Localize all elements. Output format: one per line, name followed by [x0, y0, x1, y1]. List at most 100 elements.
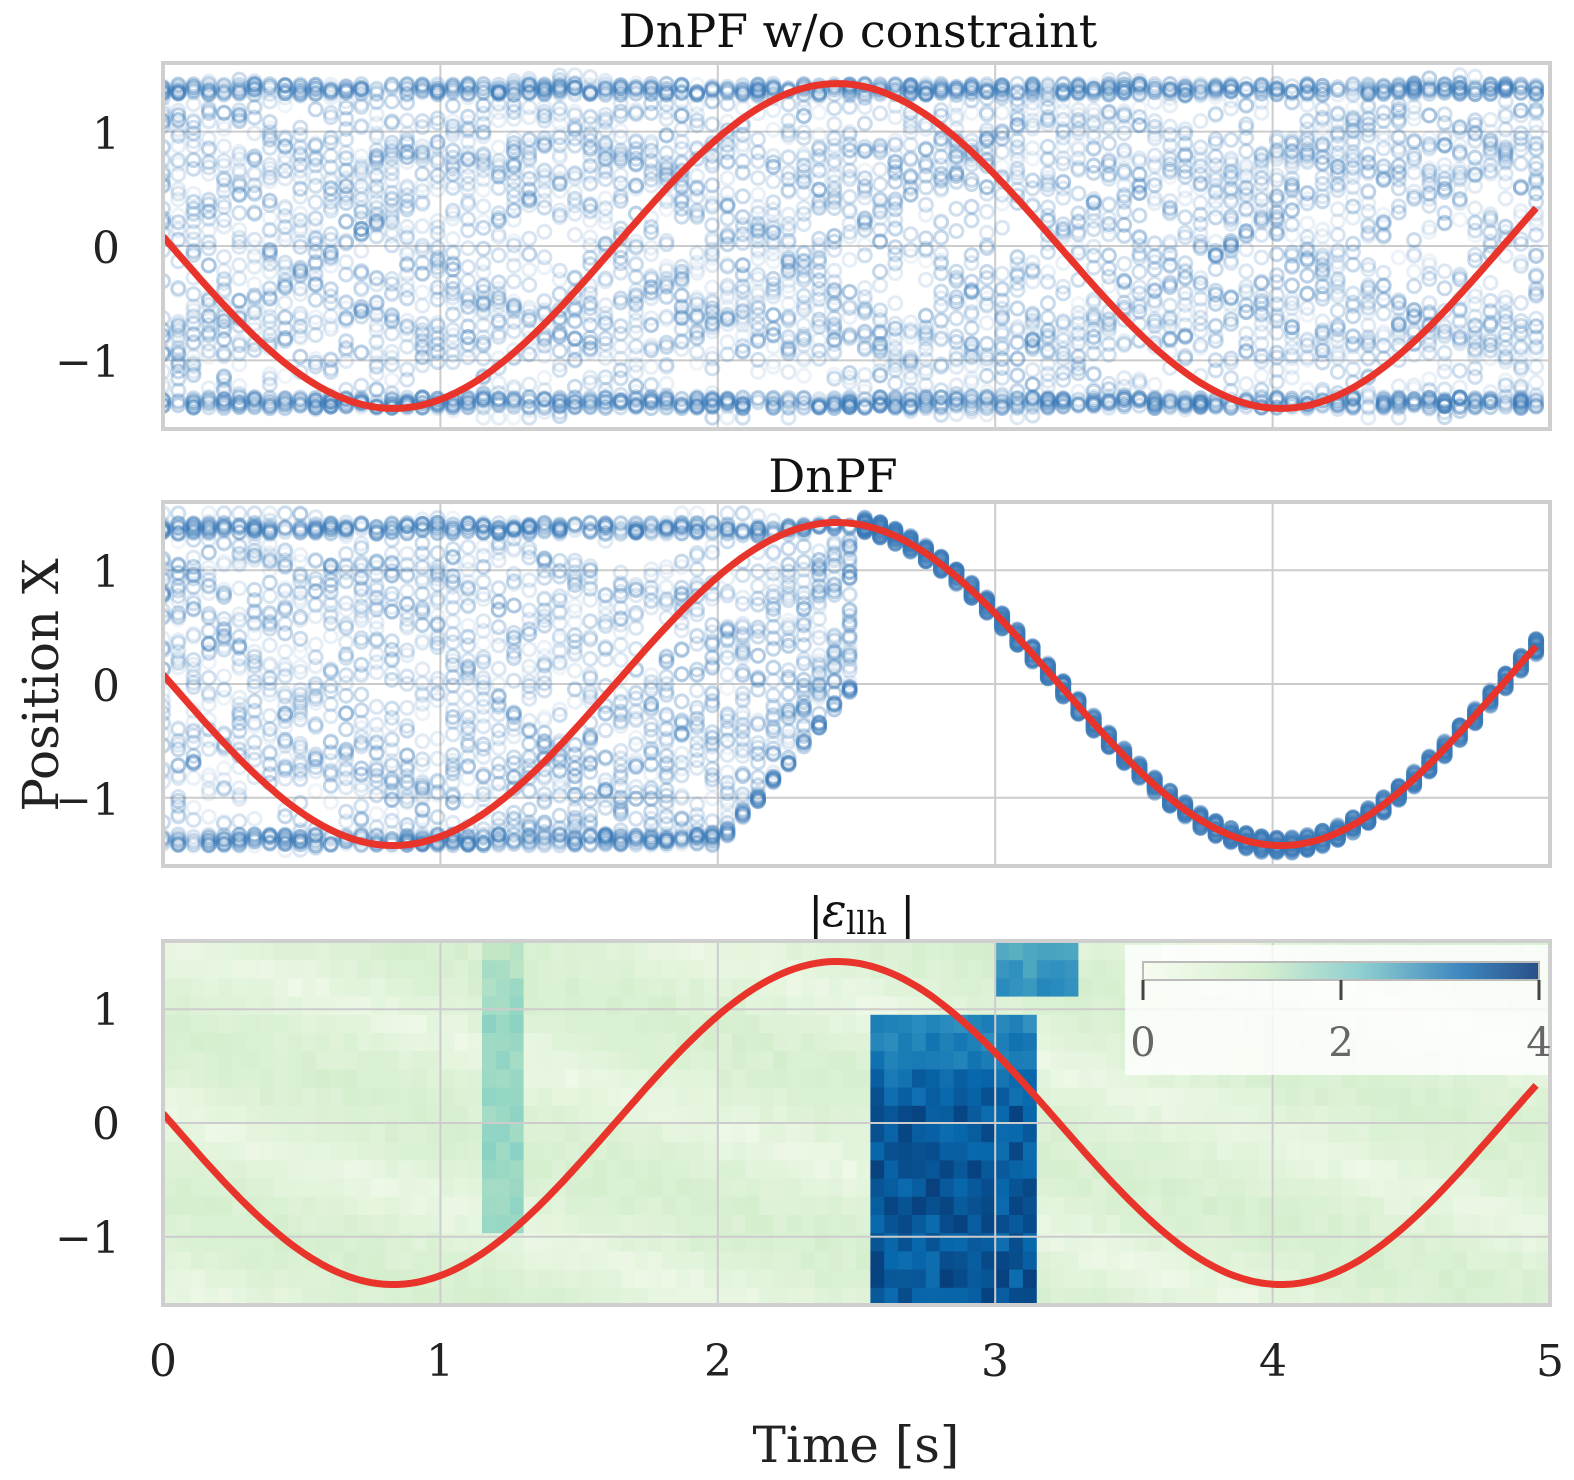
particle-point — [353, 344, 370, 360]
particle-point — [216, 81, 232, 98]
particle-point — [643, 279, 660, 296]
particle-point — [399, 78, 416, 95]
particle-point — [307, 291, 324, 308]
particle-point — [536, 162, 553, 179]
particle-point — [689, 202, 705, 219]
particle-point — [383, 142, 400, 158]
particle-point — [261, 290, 278, 307]
particle-point — [582, 109, 599, 126]
particle-point — [551, 147, 568, 163]
particle-point — [551, 301, 568, 318]
particle-point — [216, 313, 232, 330]
particle-point — [368, 153, 385, 170]
particle-point — [597, 349, 614, 366]
particle-point — [163, 81, 171, 98]
particle-point — [673, 80, 690, 97]
particle-point — [521, 392, 538, 409]
particle-point — [658, 84, 675, 101]
particle-point — [383, 146, 400, 163]
particle-point — [170, 111, 187, 128]
particle-point — [338, 99, 355, 116]
particle-point — [322, 80, 339, 97]
particle-point — [582, 295, 599, 312]
particle-point — [163, 112, 171, 129]
particle-point — [261, 397, 278, 414]
particle-point — [612, 392, 629, 409]
particle-point — [704, 390, 721, 407]
particle-point — [399, 326, 416, 343]
particle-point — [490, 228, 507, 245]
particle-point — [216, 169, 232, 186]
particle-point — [475, 394, 492, 411]
particle-point — [292, 398, 309, 415]
particle-point — [277, 390, 294, 407]
particle-point — [612, 391, 629, 408]
particle-point — [338, 120, 355, 137]
particle-point — [353, 302, 370, 319]
particle-point — [582, 340, 599, 357]
particle-point — [689, 168, 705, 185]
particle-point — [475, 409, 492, 426]
particle-point — [460, 298, 477, 315]
particle-point — [521, 393, 538, 410]
particle-point — [200, 154, 217, 171]
particle-point — [521, 189, 538, 206]
particle-point — [231, 337, 248, 354]
particle-point — [475, 304, 492, 320]
particle-point — [628, 256, 644, 273]
particle-point — [521, 376, 538, 393]
particle-point — [460, 291, 477, 308]
particle-point — [444, 261, 461, 278]
particle-point — [277, 201, 294, 217]
particle-point — [643, 75, 660, 92]
particle-point — [643, 239, 660, 256]
particle-point — [658, 75, 675, 92]
particle-point — [414, 297, 431, 314]
particle-point — [261, 197, 278, 213]
particle-point — [383, 190, 400, 207]
particle-point — [521, 147, 538, 164]
particle-point — [292, 266, 309, 283]
particle-point — [658, 271, 675, 288]
particle-point — [261, 396, 278, 413]
particle-point — [612, 84, 629, 101]
particle-point — [1253, 367, 1270, 384]
particle-point — [673, 104, 690, 121]
particle-point — [689, 292, 705, 309]
particle-point — [216, 83, 232, 100]
particle-point — [170, 102, 187, 119]
particle-point — [551, 392, 568, 409]
particle-point — [628, 155, 644, 172]
particle-point — [170, 83, 187, 100]
particle-point — [353, 98, 370, 115]
particle-point — [414, 254, 431, 271]
particle-point — [643, 76, 660, 93]
particle-point — [612, 82, 629, 99]
particle-point — [719, 285, 736, 302]
particle-point — [597, 150, 614, 166]
particle-point — [963, 198, 980, 215]
particle-point — [704, 300, 721, 317]
particle-point — [490, 391, 507, 408]
particle-point — [444, 174, 461, 191]
particle-point — [185, 243, 202, 260]
particle-point — [536, 249, 553, 266]
particle-point — [231, 394, 248, 411]
particle-point — [368, 129, 385, 145]
particle-point — [689, 117, 705, 134]
particle-point — [505, 390, 522, 407]
particle-point — [246, 341, 263, 358]
particle-point — [185, 358, 202, 375]
particle-point — [353, 263, 370, 280]
particle-point — [231, 187, 248, 204]
particle-point — [643, 376, 660, 393]
particle-point — [490, 397, 507, 414]
particle-point — [612, 293, 629, 310]
particle-point — [551, 396, 568, 413]
particle-point — [490, 247, 507, 264]
particle-point — [200, 154, 217, 171]
particle-point — [490, 328, 507, 345]
particle-point — [597, 235, 614, 252]
particle-point — [582, 392, 599, 409]
particle-point — [383, 93, 400, 110]
